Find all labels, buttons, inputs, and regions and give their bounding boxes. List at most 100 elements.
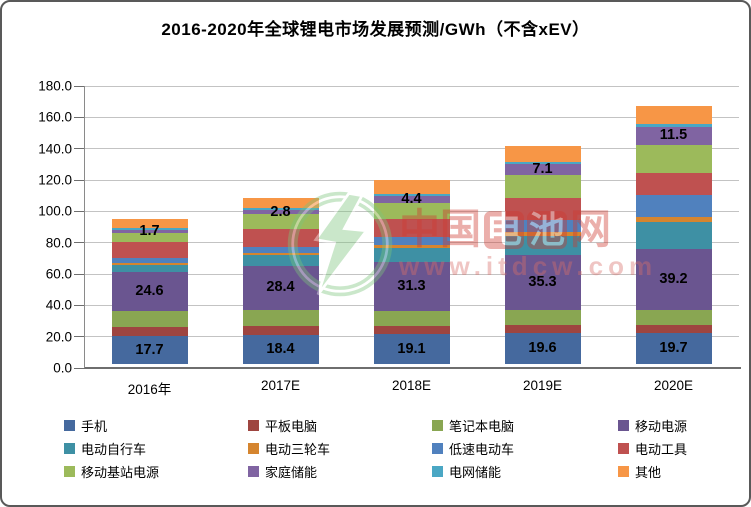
data-label: 24.6	[135, 283, 164, 300]
data-label: 31.3	[397, 277, 426, 294]
legend-swatch-icon	[248, 465, 259, 477]
legend: 手机 平板电脑 笔记本电脑 移动电源 电动自行车 电动三轮车 低速电动车 电动工具 移动基站电源…	[64, 417, 724, 480]
y-tick-label: 180.0	[38, 78, 72, 94]
legend-label: 平板电脑	[265, 418, 318, 434]
legend-label: 家庭储能	[265, 464, 318, 480]
bar-segment-家庭储能: 4.4	[373, 192, 450, 206]
bar-segment-电动三轮车	[504, 232, 581, 236]
bar-segment-平板电脑	[111, 327, 188, 337]
legend-label: 手机	[81, 418, 108, 434]
legend-label: 移动基站电源	[81, 464, 160, 480]
data-label: 19.1	[397, 340, 426, 357]
data-label: 17.7	[135, 341, 164, 358]
legend-swatch-icon	[248, 442, 259, 454]
bar-segment-移动基站电源	[111, 232, 188, 243]
legend-swatch-icon	[618, 465, 629, 477]
legend-swatch-icon	[248, 419, 259, 431]
data-label: 2.8	[270, 204, 291, 221]
legend-label: 笔记本电脑	[449, 418, 515, 434]
bar-segment-其他	[635, 106, 712, 124]
x-axis-label: 2018E	[391, 378, 432, 393]
bar-segment-电动工具	[373, 218, 450, 237]
data-label: 35.3	[528, 274, 557, 291]
bar-segment-家庭储能: 1.7	[111, 224, 188, 238]
bar-segment-移动电源: 28.4	[242, 265, 319, 310]
bar-segment-移动基站电源	[242, 214, 319, 230]
data-label: 7.1	[532, 161, 553, 178]
bar-segment-笔记本电脑	[373, 310, 450, 327]
legend-swatch-icon	[64, 442, 75, 454]
bar-segment-移动电源: 35.3	[504, 254, 581, 310]
bar-segment-电网储能	[242, 207, 319, 211]
bar-segment-电动三轮车	[373, 245, 450, 248]
legend-label: 移动电源	[635, 418, 688, 434]
y-tick-label: 20.0	[45, 329, 72, 345]
legend-swatch-icon	[64, 465, 75, 477]
bar-segment-电动三轮车	[635, 217, 712, 222]
y-tick-label: 80.0	[45, 235, 72, 251]
bar-2019E: 19.6 35.3 7.1	[504, 145, 581, 364]
y-tick-label: 40.0	[45, 297, 72, 313]
chart-title: 2016-2020年全球锂电市场发展预测/GWh（不含xEV）	[161, 20, 590, 39]
bar-segment-家庭储能: 7.1	[504, 161, 581, 178]
bar-segment-其他	[373, 179, 450, 194]
x-axis-label: 2020E	[653, 378, 694, 393]
bar-segment-平板电脑	[373, 326, 450, 335]
bar-segment-笔记本电脑	[504, 309, 581, 326]
bar-segment-移动电源: 39.2	[635, 248, 712, 310]
y-axis-tick	[74, 116, 84, 118]
bar-segment-手机: 19.1	[373, 334, 450, 364]
bar-segment-电网储能	[635, 123, 712, 127]
y-axis-tick	[74, 242, 84, 244]
y-axis-tick	[74, 273, 84, 275]
bar-segment-其他	[111, 219, 188, 229]
bar-segment-移动基站电源	[635, 144, 712, 173]
legend-item-移动基站电源: 移动基站电源	[64, 463, 248, 480]
bar-segment-手机: 17.7	[111, 336, 188, 364]
legend-item-电网储能: 电网储能	[432, 463, 618, 480]
bar-segment-电动工具	[242, 229, 319, 247]
legend-swatch-icon	[432, 442, 443, 454]
bar-segment-电动自行车	[504, 235, 581, 255]
y-axis-tick	[74, 336, 84, 338]
data-label: 1.7	[139, 223, 160, 240]
data-label: 18.4	[266, 341, 295, 358]
bar-segment-笔记本电脑	[111, 310, 188, 328]
data-label: 19.6	[528, 340, 557, 357]
bar-segment-笔记本电脑	[635, 309, 712, 325]
bar-segment-电动三轮车	[111, 262, 188, 265]
x-axis-line	[84, 367, 741, 369]
legend-item-移动电源: 移动电源	[618, 417, 724, 434]
bar-segment-其他	[242, 197, 319, 208]
legend-swatch-icon	[618, 442, 629, 454]
legend-item-电动工具: 电动工具	[618, 440, 724, 457]
legend-swatch-icon	[432, 465, 443, 477]
legend-item-低速电动车: 低速电动车	[432, 440, 618, 457]
data-label: 39.2	[659, 271, 688, 288]
y-axis-tick	[74, 304, 84, 306]
y-axis-tick	[74, 367, 84, 369]
bar-segment-电动自行车	[242, 255, 319, 266]
legend-item-平板电脑: 平板电脑	[248, 417, 432, 434]
bar-2017E: 18.4 28.4 2.8	[242, 197, 319, 364]
bar-segment-笔记本电脑	[242, 309, 319, 327]
bar-segment-移动基站电源	[373, 202, 450, 219]
bar-segment-电动自行车	[635, 221, 712, 249]
data-label: 28.4	[266, 279, 295, 296]
legend-item-笔记本电脑: 笔记本电脑	[432, 417, 618, 434]
bar-segment-平板电脑	[242, 326, 319, 336]
y-axis-tick	[74, 210, 84, 212]
bar-segment-移动电源: 31.3	[373, 261, 450, 311]
watermark: 中国 电 池 网 www.itdcw.com	[285, 188, 657, 300]
data-label: 11.5	[659, 127, 688, 144]
legend-item-电动自行车: 电动自行车	[64, 440, 248, 457]
bar-segment-手机: 19.7	[635, 333, 712, 364]
bar-segment-移动电源: 24.6	[111, 272, 188, 311]
bar-segment-家庭储能: 2.8	[242, 205, 319, 219]
bar-segment-低速电动车	[242, 246, 319, 254]
legend-item-手机: 手机	[64, 417, 248, 434]
data-label: 4.4	[401, 191, 422, 208]
bar-segment-低速电动车	[504, 219, 581, 233]
bar-2016年: 17.7 24.6 1.7	[111, 219, 188, 364]
legend-label: 电网储能	[449, 464, 502, 480]
